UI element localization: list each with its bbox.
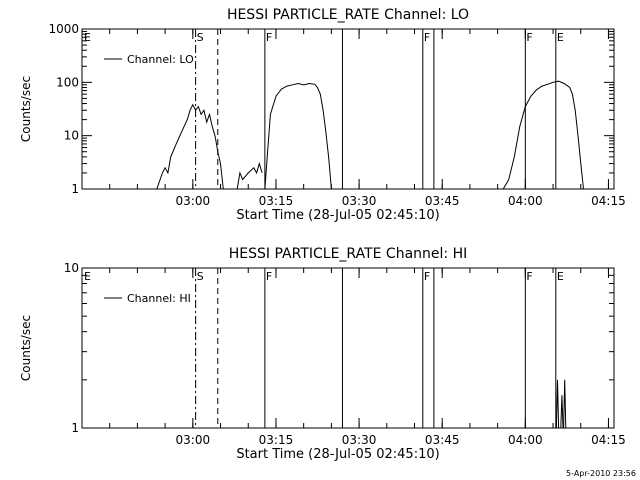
x-tick-label: 03:15 bbox=[259, 194, 294, 208]
axis-frame bbox=[81, 28, 615, 190]
event-marker-label: E bbox=[557, 270, 564, 283]
legend-label: Channel: LO bbox=[127, 53, 194, 66]
x-tick-label: 03:15 bbox=[259, 433, 294, 447]
x-tick-label: 04:00 bbox=[508, 194, 543, 208]
x-axis-label: Start Time (28-Jul-05 02:45:10) bbox=[236, 208, 439, 223]
x-tick-label: 03:00 bbox=[176, 194, 211, 208]
event-marker-label: F bbox=[424, 270, 430, 283]
event-marker-label: E bbox=[84, 31, 91, 44]
x-tick-label: 03:30 bbox=[342, 194, 377, 208]
chart-panel-lo: HESSI PARTICLE_RATE Channel: LO 1 10 100 100… bbox=[19, 7, 626, 223]
event-marker-label: F bbox=[526, 270, 532, 283]
y-tick-label: 100 bbox=[56, 75, 79, 89]
y-tick-label: 1 bbox=[71, 421, 79, 435]
series-line bbox=[264, 82, 332, 190]
event-marker-label: F bbox=[526, 31, 532, 44]
series-line bbox=[560, 395, 564, 429]
series-line bbox=[555, 379, 560, 429]
event-marker-label: E bbox=[84, 270, 91, 283]
y-tick-label: 1000 bbox=[48, 22, 79, 36]
x-tick-label: 04:15 bbox=[591, 433, 626, 447]
chart-title: HESSI PARTICLE_RATE Channel: HI bbox=[229, 246, 467, 262]
y-tick-label: 10 bbox=[64, 129, 79, 143]
series-line bbox=[563, 379, 567, 429]
series-line bbox=[156, 103, 224, 190]
y-tick-label: 10 bbox=[64, 261, 79, 275]
x-tick-label: 03:45 bbox=[425, 194, 460, 208]
chart-panel-hi: HESSI PARTICLE_RATE Channel: HI 1 10 03:00 0… bbox=[19, 246, 626, 462]
x-tick-label: 03:00 bbox=[176, 433, 211, 447]
event-marker-label: S bbox=[197, 270, 204, 283]
x-tick-label: 04:00 bbox=[508, 433, 543, 447]
legend-label: Channel: HI bbox=[127, 292, 191, 305]
y-axis-label: Counts/sec bbox=[19, 76, 33, 142]
event-marker-label: F bbox=[266, 31, 272, 44]
x-axis-label: Start Time (28-Jul-05 02:45:10) bbox=[236, 447, 439, 462]
y-axis-label: Counts/sec bbox=[19, 315, 33, 381]
x-tick-label: 04:15 bbox=[591, 194, 626, 208]
event-marker-label: F bbox=[424, 31, 430, 44]
chart-title: HESSI PARTICLE_RATE Channel: LO bbox=[227, 7, 469, 23]
event-marker-label: F bbox=[266, 270, 272, 283]
y-tick-label: 1 bbox=[71, 182, 79, 196]
timestamp-stamp: 5-Apr-2010 23:56 bbox=[566, 469, 636, 478]
series-line bbox=[236, 161, 263, 190]
event-marker-label: S bbox=[197, 31, 204, 44]
event-marker-label: E bbox=[557, 31, 564, 44]
x-tick-label: 03:30 bbox=[342, 433, 377, 447]
axis-frame bbox=[81, 267, 615, 429]
series-line bbox=[502, 80, 584, 190]
x-tick-label: 03:45 bbox=[425, 433, 460, 447]
